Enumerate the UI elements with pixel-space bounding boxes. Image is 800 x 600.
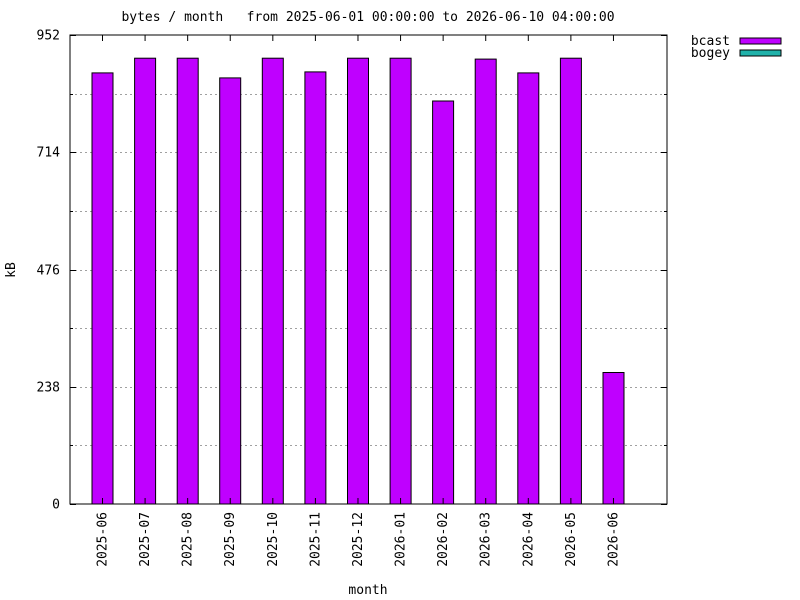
x-tick-label: 2025-11 <box>308 512 323 567</box>
bar-2025-08 <box>176 57 199 505</box>
bar-2026-04 <box>517 72 540 505</box>
x-tick-labels: 2025-06 2025-07 2025-08 2025-09 2025-10 2025-… <box>96 512 622 567</box>
axis-ticks <box>70 35 667 505</box>
bar-2025-09 <box>219 77 242 505</box>
x-tick-label: 2025-07 <box>138 512 153 567</box>
bar-2025-12 <box>347 57 369 505</box>
bar-2025-11 <box>304 71 327 505</box>
bar-2025-07 <box>134 57 157 505</box>
x-tick-label: 2025-08 <box>181 512 196 567</box>
bar-2026-06 <box>602 372 625 505</box>
x-tick-label: 2026-04 <box>521 512 536 567</box>
y-tick-label: 952 <box>37 29 60 44</box>
bar-2026-02 <box>432 100 455 505</box>
bar-2026-01 <box>389 57 412 505</box>
x-tick-label: 2026-03 <box>479 512 494 567</box>
legend-label: bcast <box>691 34 730 49</box>
legend-swatch <box>739 37 782 45</box>
x-tick-label: 2026-06 <box>606 512 621 567</box>
chart-title: bytes / month from 2025-06-01 00:00:00 t… <box>121 10 614 25</box>
plot-frame <box>69 34 668 505</box>
y-tick-label: 238 <box>37 381 60 396</box>
y-axis-label: kB <box>4 262 19 278</box>
bars <box>91 57 625 505</box>
bar-2026-05 <box>559 57 582 505</box>
bar-2025-10 <box>261 57 284 505</box>
x-tick-label: 2026-01 <box>394 512 409 567</box>
x-tick-label: 2026-05 <box>564 512 579 567</box>
y-tick-label: 476 <box>37 264 60 279</box>
x-tick-label: 2025-09 <box>223 512 238 567</box>
x-tick-label: 2025-10 <box>266 512 281 567</box>
x-tick-label: 2026-02 <box>436 512 451 567</box>
y-tick-label: 714 <box>37 146 61 161</box>
legend-swatch <box>739 49 782 57</box>
bar-2026-03 <box>474 58 497 505</box>
x-tick-label: 2025-06 <box>96 512 111 567</box>
legend-label: bogey <box>691 46 730 61</box>
y-tick-labels: 0 238 476 714 952 <box>37 29 61 513</box>
y-tick-label: 0 <box>52 498 60 513</box>
x-axis-label: month <box>348 583 387 598</box>
bar-2025-06 <box>91 72 114 505</box>
x-tick-label: 2025-12 <box>351 512 366 567</box>
